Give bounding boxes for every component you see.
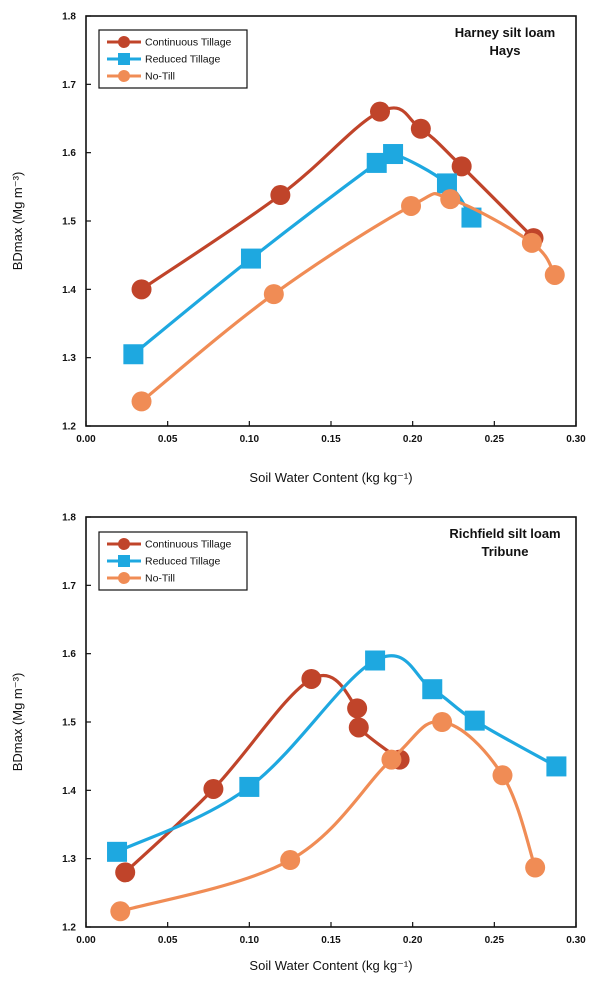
legend-marker-circle xyxy=(118,36,130,48)
data-point-square xyxy=(107,841,128,862)
legend-marker-circle xyxy=(118,70,130,82)
legend-label: Continuous Tillage xyxy=(145,539,232,551)
series-line-0 xyxy=(140,106,535,291)
data-point-square xyxy=(366,152,387,173)
y-tick-label: 1.2 xyxy=(62,422,76,433)
chart-subtitle: Hays xyxy=(489,43,520,58)
y-tick-label: 1.2 xyxy=(62,923,76,934)
chart-richfield: 1.2 1.3 1.4 1.5 1.6 1.7 1.8 0.00 0.05 0.10 0.15 0.2… xyxy=(10,513,586,974)
data-point-circle xyxy=(270,185,291,206)
data-point-circle xyxy=(110,901,131,922)
y-tick-label: 1.8 xyxy=(62,12,76,23)
data-point-circle xyxy=(451,156,472,177)
series-line-2 xyxy=(119,720,537,913)
x-tick-label: 0.05 xyxy=(158,935,178,946)
y-tick-label: 1.5 xyxy=(62,718,76,729)
x-tick-label: 0.30 xyxy=(566,434,586,445)
chart-title: Harney silt loam xyxy=(455,25,555,40)
y-tick-label: 1.7 xyxy=(62,80,76,91)
data-point-circle xyxy=(492,765,513,786)
data-point-circle xyxy=(115,862,136,883)
legend-marker-square xyxy=(118,53,130,65)
data-point-square xyxy=(436,173,457,194)
y-tick-label: 1.4 xyxy=(62,786,76,797)
data-point-circle xyxy=(410,118,431,139)
legend-marker-square xyxy=(118,555,130,567)
y-tick-label: 1.6 xyxy=(62,649,76,660)
legend-label: Reduced Tillage xyxy=(145,556,220,568)
data-point-circle xyxy=(131,391,152,412)
y-tick-label: 1.8 xyxy=(62,513,76,524)
data-point-circle xyxy=(381,749,402,770)
data-point-square xyxy=(422,679,443,700)
x-axis-title: Soil Water Content (kg kg⁻¹) xyxy=(249,470,412,485)
data-point-circle xyxy=(280,850,301,871)
data-point-circle xyxy=(301,668,322,689)
y-tick-label: 1.6 xyxy=(62,148,76,159)
data-point-circle xyxy=(348,717,369,738)
data-point-square xyxy=(464,710,485,731)
chart-title: Richfield silt loam xyxy=(449,526,560,541)
x-tick-label: 0.25 xyxy=(485,935,505,946)
x-tick-label: 0.20 xyxy=(403,935,423,946)
y-axis-title: BDmax (Mg m⁻³) xyxy=(10,673,25,772)
x-tick-label: 0.30 xyxy=(566,935,586,946)
data-point-circle xyxy=(525,857,546,878)
x-tick-label: 0.25 xyxy=(485,434,505,445)
data-point-circle xyxy=(432,712,453,732)
data-point-circle xyxy=(440,189,461,210)
x-tick-label: 0.15 xyxy=(321,434,341,445)
data-point-circle xyxy=(263,284,284,305)
legend-label: Continuous Tillage xyxy=(145,37,232,49)
chart-subtitle: Tribune xyxy=(482,544,529,559)
legend-label: Reduced Tillage xyxy=(145,54,220,66)
x-tick-label: 0.00 xyxy=(76,434,96,445)
x-tick-label: 0.20 xyxy=(403,434,423,445)
data-point-circle xyxy=(370,101,390,122)
data-point-circle xyxy=(521,232,542,253)
data-point-square xyxy=(383,144,404,165)
y-tick-label: 1.4 xyxy=(62,285,76,296)
series-line-1 xyxy=(132,148,473,356)
data-point-circle xyxy=(203,778,224,799)
data-point-square xyxy=(123,344,144,365)
x-tick-label: 0.05 xyxy=(158,434,178,445)
x-tick-label: 0.10 xyxy=(240,434,260,445)
y-tick-label: 1.3 xyxy=(62,854,76,865)
data-point-circle xyxy=(131,279,152,300)
chart-panel-harney: 1.2 1.3 1.4 1.5 1.6 1.7 1.8 0.00 0.05 0.10 0.15 0.2… xyxy=(0,0,591,490)
legend-marker-circle xyxy=(118,538,130,550)
chart-harney: 1.2 1.3 1.4 1.5 1.6 1.7 1.8 0.00 0.05 0.10 0.15 0.2… xyxy=(10,12,586,486)
y-axis-title: BDmax (Mg m⁻³) xyxy=(10,172,25,271)
x-tick-label: 0.10 xyxy=(240,935,260,946)
y-tick-label: 1.7 xyxy=(62,581,76,592)
x-axis-title: Soil Water Content (kg kg⁻¹) xyxy=(249,958,412,973)
legend-label: No-Till xyxy=(145,573,175,585)
y-tick-label: 1.5 xyxy=(62,217,76,228)
data-point-square xyxy=(240,248,261,269)
y-tick-label: 1.3 xyxy=(62,353,76,364)
chart-panel-richfield: 1.2 1.3 1.4 1.5 1.6 1.7 1.8 0.00 0.05 0.10 0.15 0.2… xyxy=(0,500,591,986)
x-tick-label: 0.15 xyxy=(321,935,341,946)
data-point-square xyxy=(239,776,260,797)
legend-marker-circle xyxy=(118,572,130,584)
data-point-circle xyxy=(401,195,422,216)
x-tick-label: 0.00 xyxy=(76,935,96,946)
legend-label: No-Till xyxy=(145,71,175,83)
data-point-circle xyxy=(544,264,565,285)
data-point-square xyxy=(461,207,482,228)
data-point-square xyxy=(365,650,386,671)
data-point-circle xyxy=(347,698,368,719)
data-point-square xyxy=(546,756,567,777)
